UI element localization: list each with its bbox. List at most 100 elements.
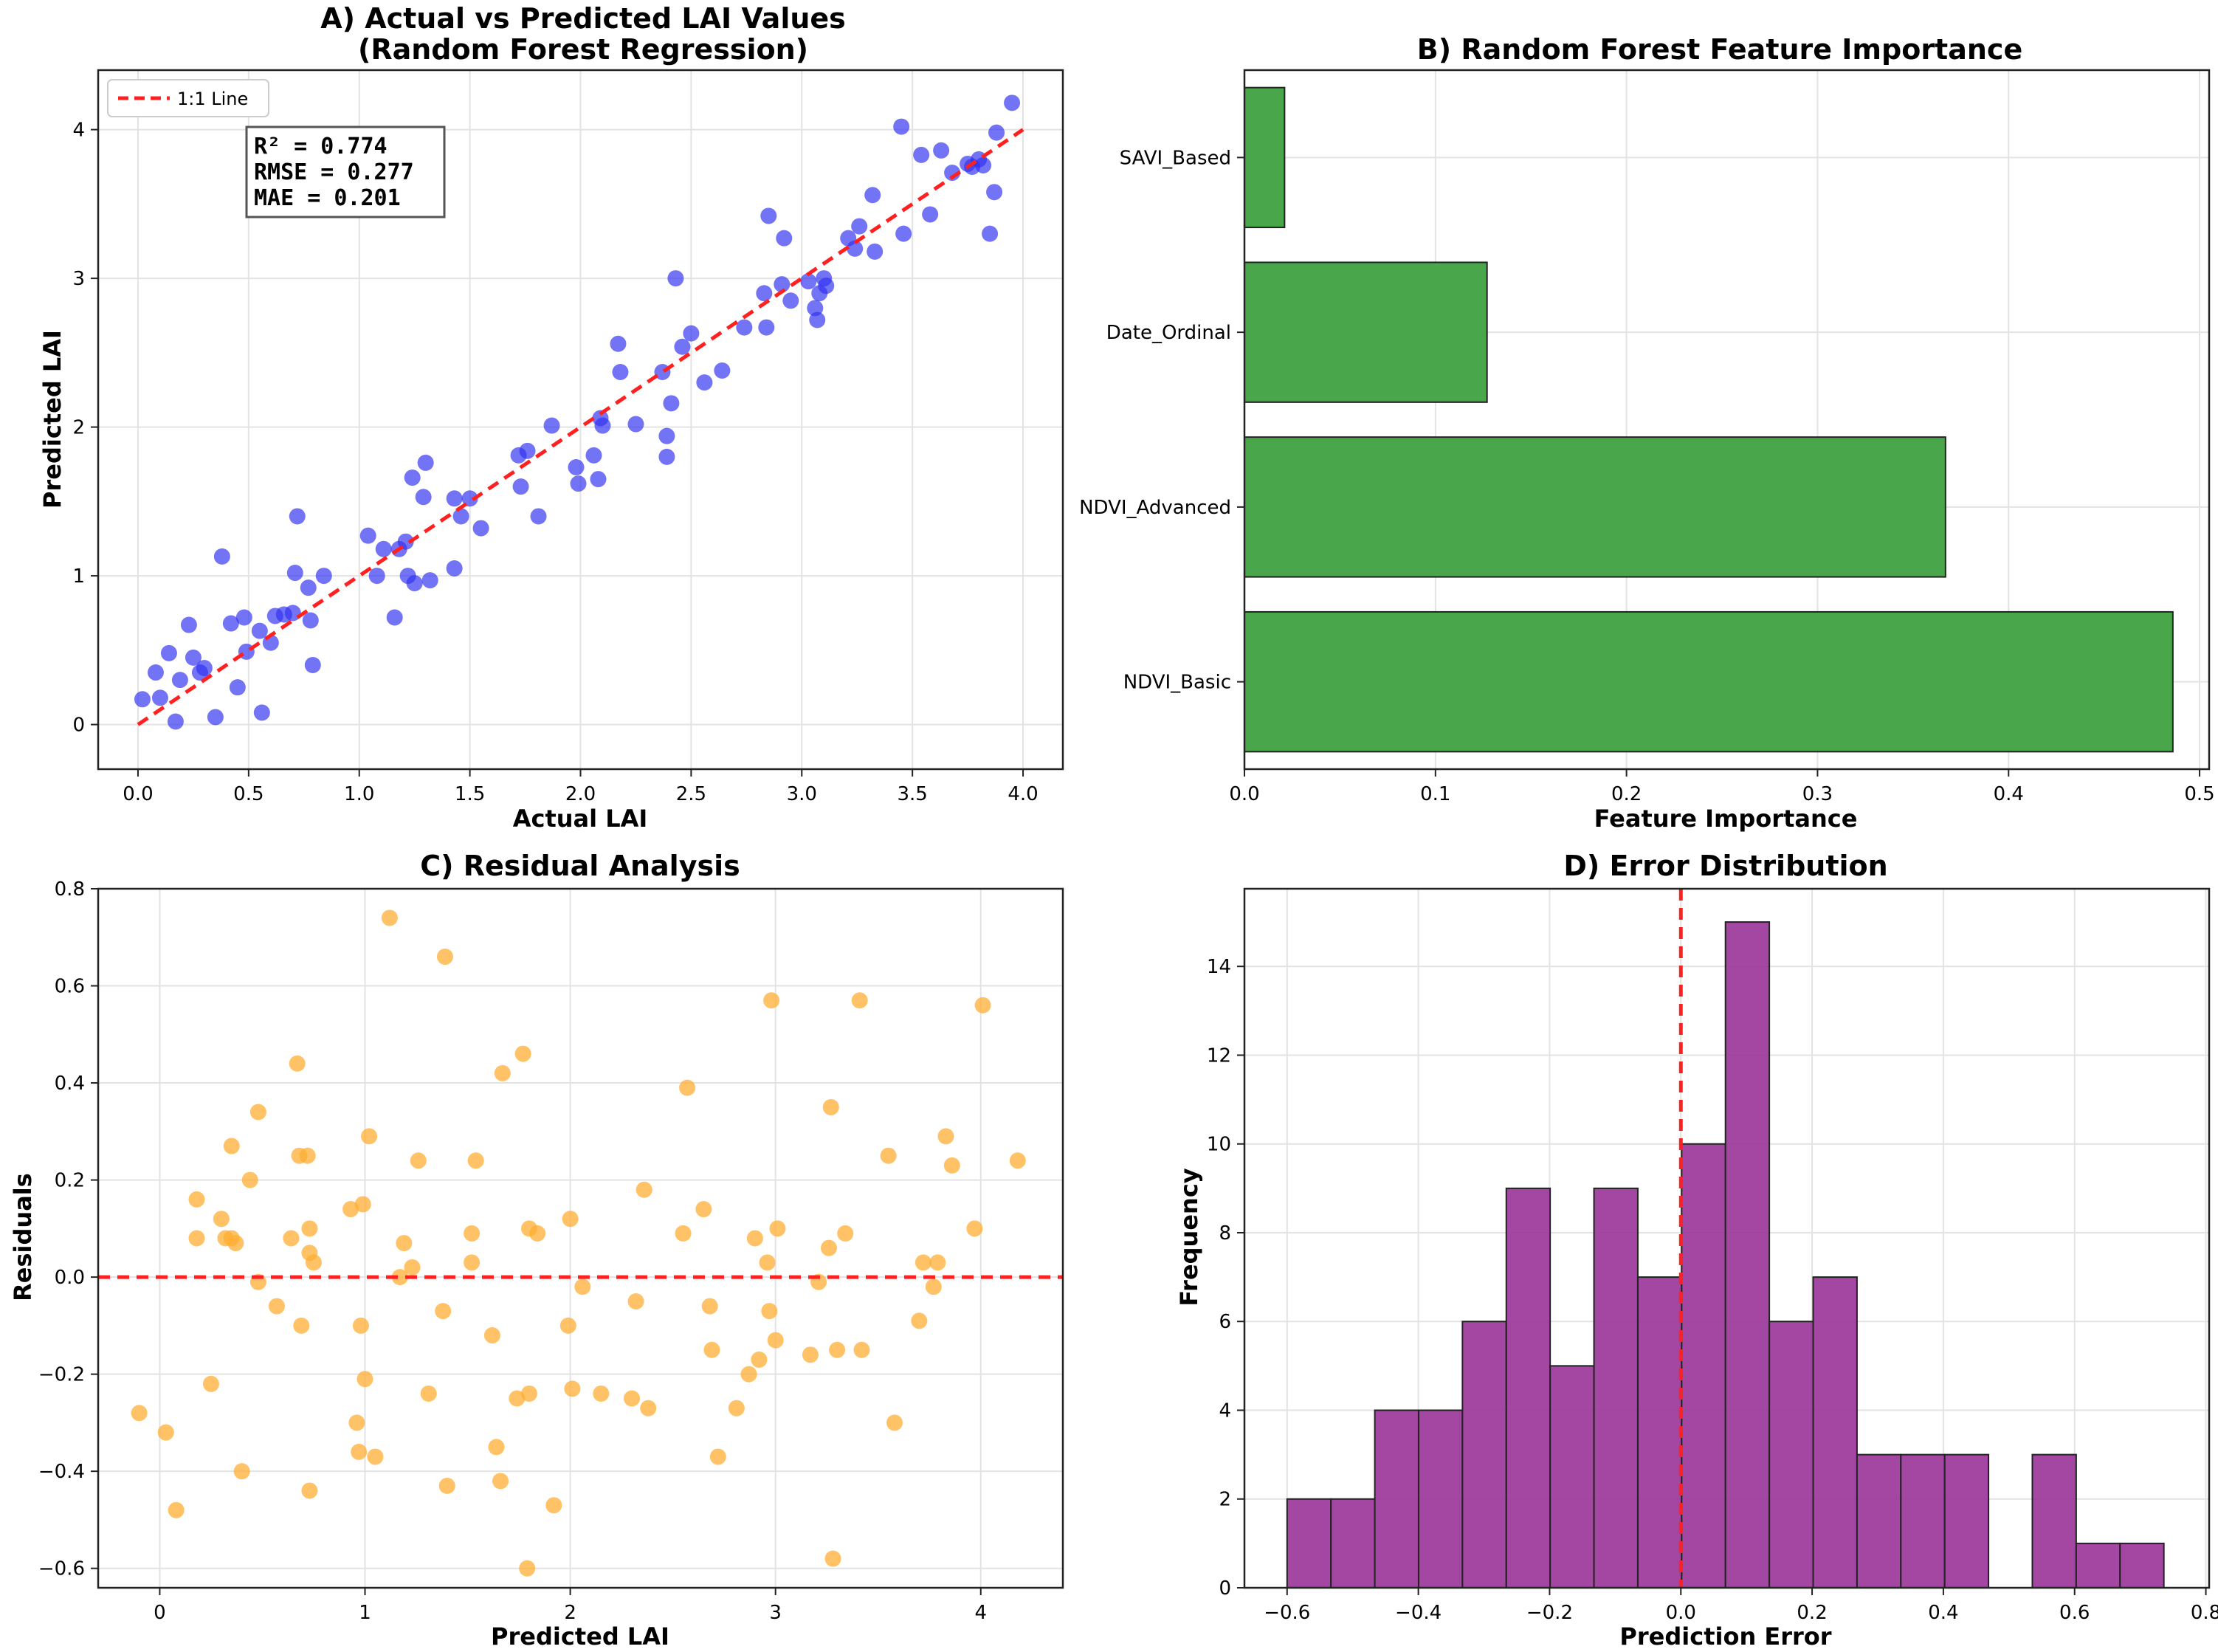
scatter-point <box>696 374 713 391</box>
residual-point <box>636 1181 652 1198</box>
scatter-point <box>986 184 1003 201</box>
panel-a-x-label: Actual LAI <box>513 805 648 833</box>
histogram-bar <box>2075 1542 2121 1589</box>
residual-point <box>1009 1152 1026 1169</box>
y-tick-label: 0 <box>1219 1577 1231 1600</box>
scatter-point <box>213 548 230 565</box>
residual-point <box>464 1225 481 1242</box>
panel-a-stats-box: R² = 0.774 RMSE = 0.277 MAE = 0.201 <box>245 125 446 218</box>
y-tick-label: 0.8 <box>55 878 85 901</box>
residual-point <box>351 1443 368 1460</box>
scatter-point <box>251 622 268 639</box>
residual-point <box>289 1055 306 1072</box>
x-tick-label: 0.1 <box>1420 783 1450 805</box>
residual-point <box>627 1293 644 1309</box>
scatter-point <box>847 240 864 257</box>
residual-point <box>299 1147 316 1164</box>
scatter-point <box>415 489 432 506</box>
x-tick-label: 0.6 <box>2059 1602 2090 1624</box>
residual-point <box>213 1211 230 1228</box>
residual-point <box>824 1550 841 1567</box>
residual-point <box>464 1254 481 1271</box>
histogram-bar <box>1330 1498 1376 1589</box>
panel-a-title: A) Actual vs Predicted LAI Values <box>320 2 846 35</box>
y-tick-label: 12 <box>1207 1044 1231 1067</box>
scatter-point <box>452 508 469 525</box>
scatter-point <box>895 225 912 242</box>
residual-point <box>640 1400 657 1417</box>
scatter-point <box>982 225 999 242</box>
x-tick-label: 0.0 <box>123 783 153 805</box>
residual-point <box>763 992 780 1009</box>
scatter-point <box>404 469 421 486</box>
residual-point <box>509 1390 526 1407</box>
residual-point <box>361 1128 378 1145</box>
histogram-bar <box>1636 1276 1683 1589</box>
panel-b-x-label: Feature Importance <box>1594 805 1858 833</box>
y-tick-label: 6 <box>1219 1311 1231 1333</box>
y-tick-label: 14 <box>1207 956 1231 978</box>
legend-label: 1:1 Line <box>177 89 248 109</box>
scatter-point <box>658 448 675 465</box>
residual-point <box>168 1501 185 1518</box>
residual-point <box>241 1171 258 1188</box>
scatter-point <box>922 206 939 223</box>
residual-point <box>420 1385 437 1402</box>
scatter-point <box>222 615 239 632</box>
residual-point <box>574 1278 591 1295</box>
residual-point <box>436 949 453 966</box>
scatter-point <box>417 454 434 471</box>
scatter-point <box>207 709 224 726</box>
residual-point <box>519 1560 536 1577</box>
importance-bar <box>1244 261 1488 403</box>
scatter-point <box>147 664 164 681</box>
residual-point <box>701 1298 718 1315</box>
y-tick-label: 0.2 <box>55 1170 85 1192</box>
scatter-point <box>612 364 629 381</box>
panel-a-legend: 1:1 Line <box>107 79 269 117</box>
histogram-bar <box>1461 1321 1507 1589</box>
panel-c-y-label: Residuals <box>9 1173 37 1301</box>
residual-point <box>728 1400 745 1417</box>
y-tick-label: −0.2 <box>38 1364 85 1386</box>
y-tick-label: −0.4 <box>38 1461 85 1483</box>
residual-point <box>593 1385 610 1402</box>
scatter-point <box>543 417 560 434</box>
scatter-point <box>674 338 691 355</box>
scatter-point <box>809 312 826 328</box>
residual-point <box>937 1128 954 1145</box>
residual-point <box>354 1196 371 1213</box>
residual-point <box>404 1259 421 1276</box>
x-tick-label: 4 <box>974 1602 987 1624</box>
histogram-bar <box>1812 1276 1858 1589</box>
x-tick-label: 2.0 <box>565 783 596 805</box>
scatter-point <box>315 568 332 585</box>
panel-b-plot-frame <box>1243 69 2211 771</box>
panel-d-plot-frame <box>1243 887 2211 1589</box>
y-tick-label: 2 <box>72 417 85 439</box>
x-tick-label: 0.8 <box>2191 1602 2218 1624</box>
residual-point <box>829 1341 846 1358</box>
residual-point <box>131 1405 148 1422</box>
residual-point <box>679 1079 696 1096</box>
y-tick-label: 0.0 <box>55 1267 85 1289</box>
scatter-point <box>851 218 868 235</box>
panel-c-residual-analysis: C) Residual Analysis 0 1 2 3 4 −0.6 −0.4 −0.2 0.… <box>9 850 1064 1651</box>
panel-a-y-label: Predicted LAI <box>38 330 66 509</box>
scatter-point <box>151 689 168 706</box>
x-tick-label: 0 <box>154 1602 166 1624</box>
scatter-point <box>196 659 213 676</box>
panel-c-title: C) Residual Analysis <box>420 850 740 882</box>
y-tick-label: 0.6 <box>55 976 85 998</box>
residual-point <box>283 1230 300 1247</box>
residual-point <box>746 1230 763 1247</box>
residual-point <box>391 1269 408 1286</box>
x-tick-label: 0.3 <box>1802 783 1833 805</box>
scatter-point <box>568 458 585 475</box>
residual-point <box>564 1380 581 1397</box>
residual-point <box>943 1157 960 1174</box>
x-tick-label: 0.4 <box>1928 1602 1958 1624</box>
scatter-point <box>585 447 602 464</box>
residual-point <box>695 1201 712 1218</box>
